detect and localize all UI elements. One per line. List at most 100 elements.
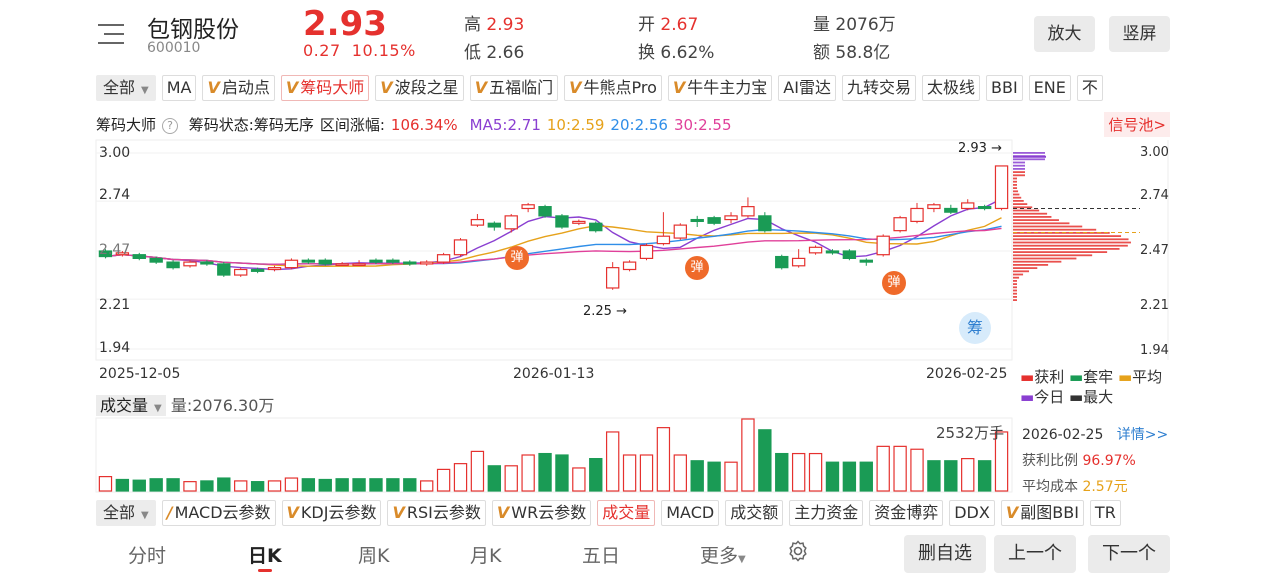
menu-icon[interactable] [98, 24, 124, 46]
volume-selector[interactable]: 成交量 ▼ [96, 395, 166, 416]
bounce-marker[interactable]: 弹 [505, 246, 529, 270]
date-label: 2026-01-13 [513, 366, 595, 382]
subtab-all[interactable]: 全部 ▼ [96, 500, 156, 526]
open-stat: 开 2.67 [638, 15, 699, 35]
tab-boduan[interactable]: V 波段之星 [375, 75, 464, 101]
chip-bar [1013, 276, 1020, 279]
chip-bar [1013, 228, 1097, 231]
tab-jiuzhuan[interactable]: 九转交易 [841, 75, 916, 101]
volume-bar [284, 477, 299, 492]
v-icon: V [496, 503, 510, 522]
chip-bar [1013, 235, 1122, 237]
subtab-amount[interactable]: 成交额 [725, 500, 784, 526]
candle-body [977, 206, 992, 210]
v-icon: V [474, 78, 488, 97]
candle-body [589, 222, 603, 232]
tab-bbi[interactable]: BBI [985, 75, 1023, 101]
date-label: 2025-12-05 [99, 366, 181, 382]
chip-bar [1013, 187, 1018, 189]
y-label-right: 2.74 [1140, 188, 1169, 203]
subtab-ddx[interactable]: DDX [949, 500, 995, 526]
tab-chouma-dashi[interactable]: V 筹码大师 [280, 75, 370, 101]
stock-code: 600010 [147, 40, 201, 56]
chip-bar [1013, 257, 1077, 260]
nav-more[interactable]: 更多▼ [700, 545, 746, 567]
chip-bar [1013, 219, 1059, 221]
volume-bar [775, 452, 789, 492]
tab-niuniu[interactable]: V 牛牛主力宝 [667, 75, 773, 101]
subtab-macd[interactable]: MACD [661, 500, 720, 526]
nav-intraday[interactable]: 分时 [128, 545, 167, 567]
zoom-button[interactable]: 放大 [1034, 16, 1095, 52]
volume-bar [318, 478, 332, 492]
next-stock-button[interactable]: 下一个 [1088, 535, 1170, 573]
chip-bar [1013, 222, 1070, 225]
candle-body [859, 259, 873, 263]
candle-body [555, 215, 569, 228]
sub-indicator-tabs: 全部 ▼ / MACD云参数 V KDJ云参数 V RSI云参数 V WR云参数 成交量 MACD 成交… [96, 500, 1170, 528]
volume-bar [538, 452, 552, 492]
candle-body [200, 261, 214, 265]
subtab-main-fund[interactable]: 主力资金 [789, 500, 864, 526]
subtab-volume[interactable]: 成交量 [597, 500, 656, 526]
chip-bar [1013, 206, 1033, 209]
remove-watchlist-button[interactable]: 删自选 [904, 535, 986, 573]
chip-bar [1013, 196, 1022, 199]
subtab-wr-cloud[interactable]: V WR云参数 [491, 500, 592, 526]
settings-gear-icon[interactable] [786, 539, 810, 568]
volume-value: 量:2076.30万 [170, 396, 275, 415]
chip-badge-button[interactable]: 筹 [959, 312, 991, 344]
signal-pool-button[interactable]: 信号池> [1104, 112, 1170, 137]
detail-link[interactable]: 详情>> [1116, 427, 1169, 443]
tab-wufu[interactable]: V 五福临门 [469, 75, 559, 101]
chip-bar [1013, 200, 1024, 202]
subtab-fund-game[interactable]: 资金博弈 [869, 500, 944, 526]
tab-niuxiong[interactable]: V 牛熊点Pro [564, 75, 662, 101]
y-label-left: 2.21 [99, 297, 131, 313]
tab-qidongdian[interactable]: V 启动点 [202, 75, 275, 101]
chip-bar [1013, 203, 1028, 205]
chip-bar [1013, 267, 1038, 269]
nav-five-day[interactable]: 五日 [582, 545, 621, 567]
volume-bar [589, 458, 603, 492]
turnover-stat: 换 6.62% [638, 43, 715, 63]
subtab-rsi-cloud[interactable]: V RSI云参数 [387, 500, 486, 526]
tab-ene[interactable]: ENE [1028, 75, 1071, 101]
volume-header: 成交量 ▼ 量:2076.30万 [96, 392, 274, 416]
volume-bar [944, 460, 958, 492]
volume-bar [859, 461, 873, 492]
chip-legend: ▬获利 ▬套牢 ▬平均 [1020, 368, 1163, 386]
tab-more[interactable]: 不 [1076, 75, 1103, 101]
subtab-macd-cloud[interactable]: / MACD云参数 [161, 500, 276, 526]
tab-all[interactable]: 全部 ▼ [96, 75, 156, 101]
low-stat: 低 2.66 [464, 43, 525, 63]
prev-stock-button[interactable]: 上一个 [994, 535, 1076, 573]
tab-ai-radar[interactable]: AI雷达 [778, 75, 836, 101]
nav-daily-k[interactable]: 日K [248, 545, 282, 567]
subtab-tr[interactable]: TR [1089, 500, 1121, 526]
chip-bar [1013, 238, 1129, 241]
chip-bar [1013, 251, 1108, 253]
volume-bar [149, 478, 163, 492]
volume-bar [758, 429, 772, 492]
subtab-bbi[interactable]: V 副图BBI [1000, 500, 1084, 526]
help-icon[interactable]: ? [162, 118, 179, 134]
nav-weekly-k[interactable]: 周K [358, 545, 390, 567]
tab-ma[interactable]: MA [161, 75, 197, 101]
volume-bar [656, 427, 671, 492]
volume-bar [825, 461, 840, 492]
candle-body [453, 239, 468, 256]
ma5-value: MA5:2.71 [469, 116, 541, 134]
tab-taiji[interactable]: 太极线 [921, 75, 980, 101]
candle-body [944, 207, 958, 213]
bounce-marker[interactable]: 弹 [685, 256, 709, 280]
candle-body [436, 254, 451, 263]
bounce-marker[interactable]: 弹 [882, 271, 906, 295]
subtab-kdj-cloud[interactable]: V KDJ云参数 [281, 500, 382, 526]
portrait-button[interactable]: 竖屏 [1109, 16, 1170, 52]
y-label-left: 1.94 [99, 340, 131, 356]
bottom-nav: 分时 日K 周K 月K 五日 更多▼ 删自选 上一个 下一个 [96, 535, 1170, 575]
chip-legend-2: ▬今日 ▬最大 [1020, 388, 1114, 406]
nav-monthly-k[interactable]: 月K [470, 545, 502, 567]
